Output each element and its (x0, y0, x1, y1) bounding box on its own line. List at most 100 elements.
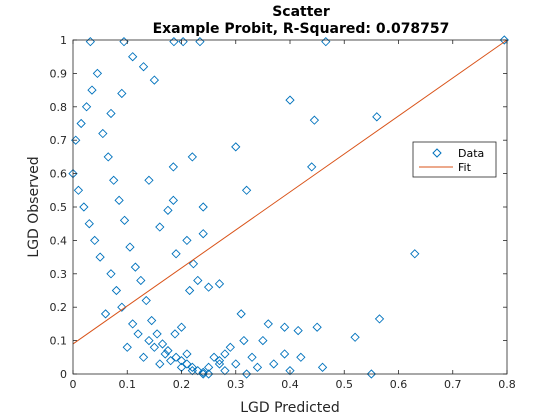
plot-frame (72, 39, 508, 375)
data-point (147, 315, 157, 326)
data-point (350, 332, 360, 342)
data-point (73, 185, 84, 195)
data-point (92, 68, 103, 79)
data-point (125, 242, 135, 252)
data-point (269, 359, 279, 369)
data-point (168, 195, 178, 205)
data-point (122, 342, 132, 352)
data-point (239, 335, 249, 346)
data-point (100, 309, 111, 319)
legend: Data Fit (412, 141, 497, 178)
data-point (293, 325, 303, 336)
data-point (106, 108, 116, 119)
data-point (109, 175, 119, 185)
x-tick-label: 0.6 (390, 378, 408, 391)
data-point (198, 229, 208, 239)
data-point (114, 195, 124, 205)
data-point (182, 349, 192, 359)
data-point (187, 362, 197, 372)
x-tick-label: 0.7 (444, 378, 462, 391)
data-point (374, 314, 385, 324)
data-point (285, 95, 295, 105)
data-point (155, 359, 165, 369)
data-point (117, 302, 127, 312)
data-point (111, 285, 122, 296)
data-point (79, 202, 89, 212)
data-point (410, 249, 420, 259)
data-point (152, 329, 162, 339)
x-tick-label: 0.1 (119, 378, 137, 391)
data-point (193, 366, 203, 376)
data-point (366, 369, 377, 379)
data-point (119, 215, 130, 225)
data-point (185, 285, 195, 296)
fit-line-layer (72, 39, 508, 345)
data-point (160, 349, 170, 359)
data-point (258, 335, 268, 346)
data-point (98, 128, 108, 139)
tick-labels: 0 0.1 0.2 0.3 0.4 0.5 0.6 0.7 0.8 0 0.1 0.2 0.3 0.4 0.… (50, 34, 516, 391)
x-tick-label: 0.3 (227, 378, 245, 391)
data-point (231, 142, 241, 152)
data-point (241, 369, 252, 379)
data-point (236, 309, 246, 319)
data-point (138, 62, 149, 72)
data-point (187, 366, 197, 376)
data-point (247, 352, 257, 362)
data-point (209, 352, 219, 362)
data-point (203, 369, 214, 379)
data-point (198, 367, 208, 377)
y-tick-label: 0 (60, 368, 67, 381)
y-tick-label: 0.8 (50, 101, 68, 114)
data-point (203, 362, 214, 372)
data-point (141, 295, 151, 306)
data-point (117, 88, 127, 99)
data-point (312, 322, 322, 332)
data-point (188, 259, 199, 269)
data-point (214, 279, 225, 289)
data-point (193, 275, 203, 286)
data-point (90, 235, 100, 246)
data-point (163, 345, 173, 356)
data-point (171, 249, 181, 259)
y-tick-label: 0.7 (50, 134, 68, 147)
data-point (176, 322, 187, 332)
y-tick-label: 0.5 (50, 201, 68, 214)
legend-box (412, 141, 497, 178)
data-point (84, 219, 94, 229)
data-point (170, 329, 180, 339)
y-tick-label: 0.4 (50, 234, 68, 247)
legend-diamond-icon (432, 148, 442, 158)
data-point (220, 349, 230, 359)
data-point (241, 185, 252, 195)
data-point (279, 349, 290, 359)
data-point (87, 85, 97, 95)
data-point (155, 222, 165, 232)
data-point (252, 362, 263, 372)
data-point (220, 366, 230, 376)
x-axis-label: LGD Predicted (240, 400, 340, 416)
data-point (372, 112, 382, 122)
data-point (195, 37, 205, 47)
data-point (138, 352, 149, 362)
data-point (279, 322, 290, 332)
data-points-layer (68, 35, 509, 379)
data-point (103, 152, 113, 162)
data-point (128, 52, 138, 62)
data-point (499, 35, 509, 45)
y-tick-label: 0.6 (50, 168, 68, 181)
data-point (76, 118, 86, 129)
data-point (166, 356, 176, 366)
y-tick-label: 0.2 (50, 301, 68, 314)
data-point (182, 359, 192, 369)
data-point (176, 356, 187, 366)
legend-entry-fit: Fit (458, 161, 472, 174)
x-tick-label: 0.2 (173, 378, 191, 391)
y-tick-label: 0.3 (50, 268, 68, 281)
x-tick-label: 0 (70, 378, 77, 391)
data-point (168, 162, 178, 172)
x-tick-label: 0.5 (336, 378, 354, 391)
data-point (106, 269, 116, 279)
data-point (198, 202, 208, 212)
data-point (171, 352, 181, 362)
